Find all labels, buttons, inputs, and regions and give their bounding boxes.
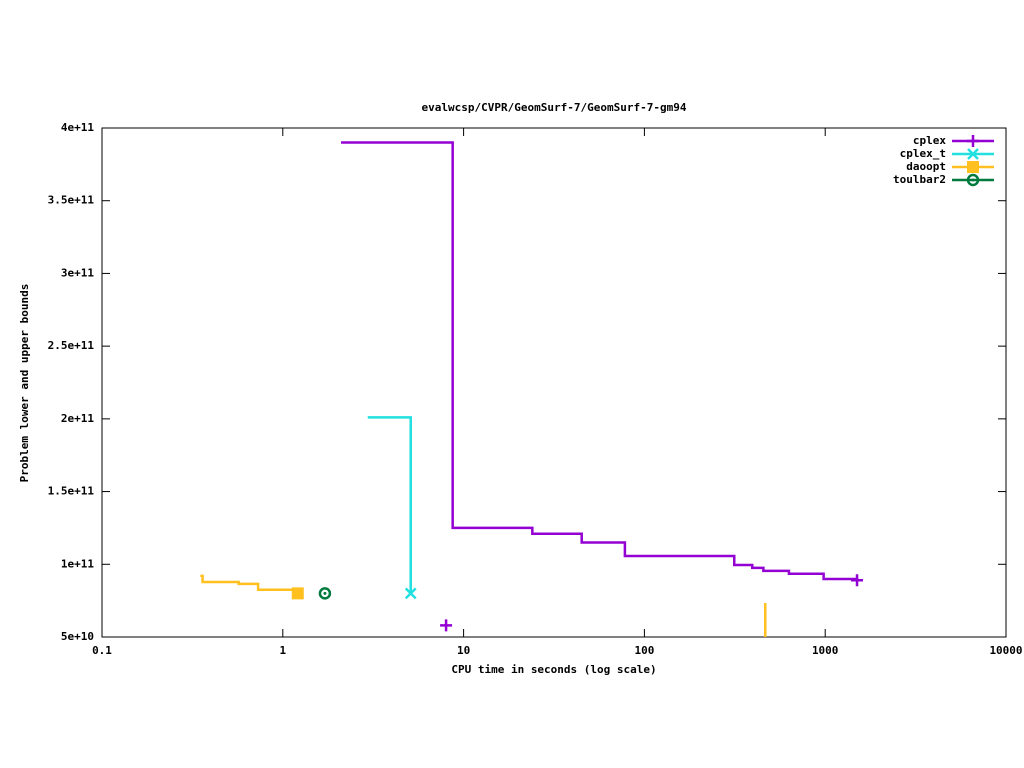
data-point	[404, 587, 417, 600]
data-point	[318, 587, 332, 600]
legend-label: cplex	[913, 134, 946, 147]
x-tick-label: 100	[634, 644, 654, 657]
y-tick-label: 3e+11	[61, 266, 94, 279]
data-point-part	[318, 587, 332, 600]
y-tick-label: 4e+11	[61, 121, 94, 134]
legend-marker-part	[967, 161, 979, 173]
data-point	[291, 587, 304, 600]
plot-area	[200, 143, 864, 650]
legend-marker-part	[971, 178, 975, 182]
series-line	[200, 574, 767, 637]
data-point	[440, 619, 453, 632]
y-tick-label: 3.5e+11	[48, 194, 95, 207]
y-tick-label: 5e+10	[61, 630, 94, 643]
y-tick-label: 1.5e+11	[48, 485, 95, 498]
x-tick-label: 10	[457, 644, 470, 657]
data-point	[759, 638, 771, 650]
legend-marker-part	[966, 173, 980, 187]
legend-marker	[967, 135, 979, 147]
x-tick-label: 10000	[989, 644, 1022, 657]
data-point-part	[404, 587, 417, 600]
data-point-part	[323, 591, 327, 595]
legend-label: cplex_t	[900, 147, 946, 160]
legend-label: daoopt	[906, 160, 946, 173]
plot-frame	[101, 127, 1007, 638]
x-axis-label: CPU time in seconds (log scale)	[451, 663, 656, 676]
y-tick-label: 1e+11	[61, 557, 94, 570]
data-point-part	[440, 619, 453, 632]
y-tick-label: 2e+11	[61, 412, 94, 425]
series-line	[367, 416, 412, 594]
data-point-part	[291, 587, 304, 600]
x-tick-label: 1	[279, 644, 286, 657]
data-point	[851, 574, 864, 587]
chart-title: evalwcsp/CVPR/GeomSurf-7/GeomSurf-7-gm94	[422, 101, 687, 114]
series-line	[341, 143, 857, 626]
x-tick-label: 0.1	[92, 644, 112, 657]
legend-label: toulbar2	[893, 173, 946, 186]
legend-marker-part	[967, 135, 979, 147]
data-point-part	[759, 638, 771, 650]
data-point-part	[851, 574, 864, 587]
y-tick-label: 2.5e+11	[48, 339, 95, 352]
legend-marker	[966, 173, 980, 187]
legend-marker	[967, 148, 979, 160]
x-tick-label: 1000	[812, 644, 839, 657]
legend-marker-part	[967, 148, 979, 160]
y-axis-label: Problem lower and upper bounds	[18, 284, 31, 483]
legend-marker	[967, 161, 979, 173]
